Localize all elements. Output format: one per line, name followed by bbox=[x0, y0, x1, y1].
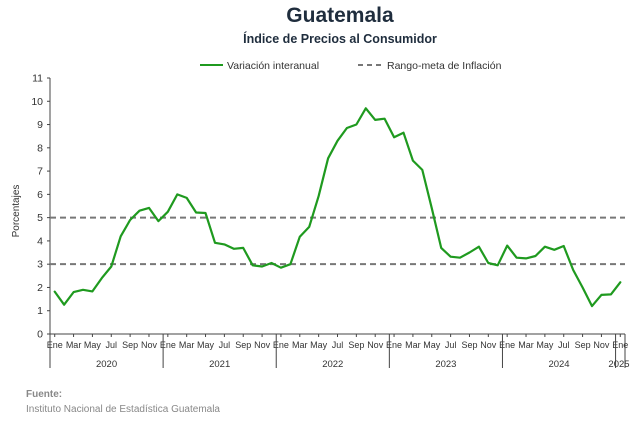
x-tick-label: May bbox=[536, 340, 554, 350]
x-tick-label: Sep bbox=[348, 340, 364, 350]
year-label: 2020 bbox=[96, 359, 117, 370]
x-tick-label: Jul bbox=[106, 340, 118, 350]
legend-label-rango-meta: Rango-meta de Inflación bbox=[387, 60, 502, 72]
year-label: 2021 bbox=[209, 359, 230, 370]
y-tick-label: 0 bbox=[37, 329, 43, 341]
y-tick-label: 10 bbox=[31, 96, 43, 108]
x-tick-label: Nov bbox=[254, 340, 271, 350]
x-tick-label: Sep bbox=[122, 340, 138, 350]
x-tick-label: Nov bbox=[367, 340, 384, 350]
y-tick-label: 1 bbox=[37, 305, 43, 317]
x-tick-label: Jul bbox=[445, 340, 457, 350]
x-tick-label: Mar bbox=[292, 340, 308, 350]
x-tick-label: Sep bbox=[575, 340, 591, 350]
y-tick-label: 4 bbox=[37, 235, 43, 247]
year-label: 2023 bbox=[435, 359, 456, 370]
y-tick-label: 5 bbox=[37, 212, 43, 224]
x-tick-label: Ene bbox=[612, 340, 628, 350]
x-tick-label: May bbox=[310, 340, 328, 350]
x-tick-label: Ene bbox=[386, 340, 402, 350]
y-tick-label: 6 bbox=[37, 189, 43, 201]
y-tick-label: 3 bbox=[37, 259, 43, 271]
x-tick-label: Nov bbox=[593, 340, 610, 350]
year-label: 2022 bbox=[322, 359, 343, 370]
x-tick-label: Mar bbox=[179, 340, 195, 350]
x-tick-label: May bbox=[84, 340, 102, 350]
source-label: Fuente: bbox=[26, 389, 63, 400]
x-tick-label: Mar bbox=[66, 340, 82, 350]
x-tick-label: Ene bbox=[273, 340, 289, 350]
x-tick-label: Ene bbox=[47, 340, 63, 350]
series-group bbox=[53, 107, 622, 308]
x-tick-label: Jul bbox=[558, 340, 570, 350]
y-tick-label: 9 bbox=[37, 119, 43, 131]
year-label: 2024 bbox=[548, 359, 569, 370]
x-tick-label: Ene bbox=[160, 340, 176, 350]
source-text: Instituto Nacional de Estadística Guatem… bbox=[26, 404, 220, 415]
year-label: 2025 bbox=[608, 359, 629, 370]
chart-title: Guatemala bbox=[286, 4, 394, 27]
y-tick-label: 11 bbox=[32, 73, 43, 85]
y-axis: 0 1 2 3 4 5 6 7 8 9 10 11 bbox=[31, 73, 51, 341]
y-axis-label: Porcentajes bbox=[11, 185, 22, 238]
x-tick-label: Jul bbox=[219, 340, 231, 350]
x-tick-label: Sep bbox=[461, 340, 477, 350]
y-tick-label: 7 bbox=[37, 166, 43, 178]
x-tick-label: Mar bbox=[405, 340, 421, 350]
x-tick-label: Nov bbox=[480, 340, 497, 350]
series-line-variacion-interanual bbox=[53, 107, 622, 308]
legend: Variación interanual Rango-meta de Infla… bbox=[200, 60, 502, 72]
x-tick-label: Sep bbox=[235, 340, 251, 350]
x-axis: Ene Mar May Jul Sep Nov Ene Mar May Jul Sep Nov Ene M… bbox=[47, 333, 630, 370]
x-tick-label: Ene bbox=[499, 340, 515, 350]
chart-subtitle: Índice de Precios al Consumidor bbox=[243, 32, 437, 46]
legend-label-variacion: Variación interanual bbox=[227, 60, 319, 72]
x-tick-label: May bbox=[423, 340, 441, 350]
x-tick-label: May bbox=[197, 340, 215, 350]
x-tick-label: Jul bbox=[332, 340, 344, 350]
y-tick-label: 2 bbox=[37, 282, 43, 294]
target-range-lines bbox=[50, 216, 625, 266]
x-tick-label: Mar bbox=[518, 340, 534, 350]
y-tick-label: 8 bbox=[37, 142, 43, 154]
x-tick-label: Nov bbox=[141, 340, 158, 350]
